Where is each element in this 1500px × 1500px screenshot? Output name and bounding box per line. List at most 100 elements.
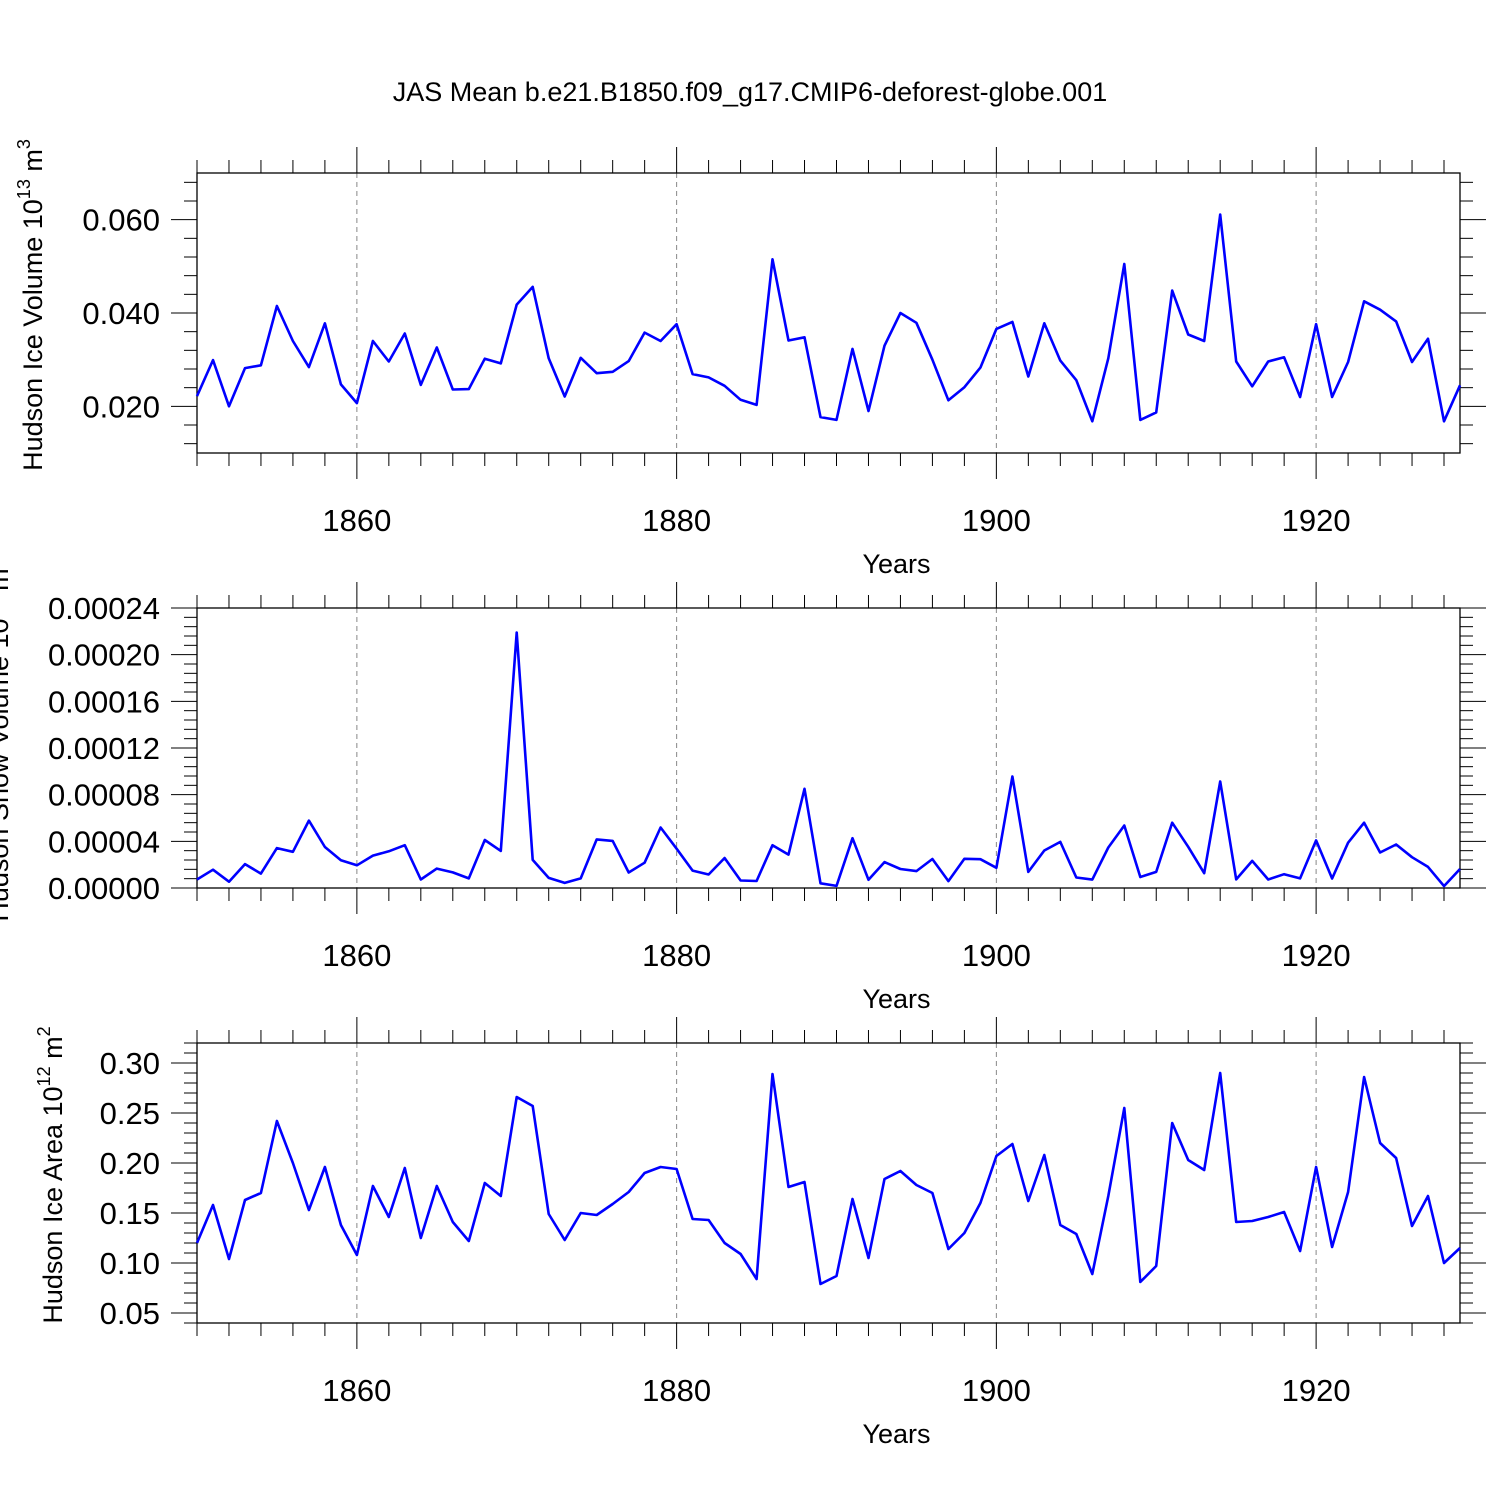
data-point bbox=[803, 1181, 805, 1183]
data-point bbox=[1379, 1142, 1381, 1144]
x-tick-label: 1860 bbox=[322, 1373, 391, 1408]
data-point bbox=[372, 1185, 374, 1187]
data-point bbox=[1219, 213, 1221, 215]
data-point bbox=[548, 357, 550, 359]
data-point bbox=[1091, 420, 1093, 422]
data-point bbox=[340, 859, 342, 861]
data-point bbox=[1043, 1154, 1045, 1156]
data-point bbox=[979, 858, 981, 860]
data-point bbox=[468, 1240, 470, 1242]
data-point bbox=[532, 859, 534, 861]
data-point bbox=[1251, 1220, 1253, 1222]
data-point bbox=[691, 869, 693, 871]
data-point bbox=[308, 366, 310, 368]
data-point bbox=[452, 1221, 454, 1223]
data-point bbox=[340, 383, 342, 385]
data-point bbox=[899, 312, 901, 314]
data-point bbox=[627, 1191, 629, 1193]
data-point bbox=[372, 854, 374, 856]
data-point bbox=[979, 366, 981, 368]
y-tick-label: 0.05 bbox=[100, 1296, 160, 1331]
data-point bbox=[851, 348, 853, 350]
x-axis-label: Years bbox=[862, 1419, 930, 1449]
data-point bbox=[1363, 821, 1365, 823]
data-point bbox=[356, 864, 358, 866]
data-point bbox=[1267, 360, 1269, 362]
data-point bbox=[1123, 1107, 1125, 1109]
y-axis-label-part: m bbox=[38, 1036, 68, 1066]
data-point bbox=[611, 371, 613, 373]
data-point bbox=[548, 1213, 550, 1215]
data-point bbox=[675, 847, 677, 849]
data-point bbox=[228, 881, 230, 883]
data-point bbox=[1187, 1159, 1189, 1161]
data-point bbox=[436, 346, 438, 348]
chart-title: JAS Mean b.e21.B1850.f09_g17.CMIP6-defor… bbox=[393, 77, 1107, 107]
data-point bbox=[947, 399, 949, 401]
x-tick-label: 1920 bbox=[1282, 938, 1351, 973]
data-point bbox=[356, 1254, 358, 1256]
data-point bbox=[1331, 1246, 1333, 1248]
x-tick-label: 1880 bbox=[642, 1373, 711, 1408]
data-point bbox=[851, 1198, 853, 1200]
series-line bbox=[195, 1071, 1461, 1286]
data-point bbox=[1187, 333, 1189, 335]
data-point bbox=[995, 867, 997, 869]
data-point bbox=[564, 882, 566, 884]
data-point bbox=[356, 402, 358, 404]
data-point bbox=[1171, 821, 1173, 823]
data-point bbox=[723, 1242, 725, 1244]
data-point bbox=[196, 878, 198, 880]
data-point bbox=[1315, 1166, 1317, 1168]
x-tick-label: 1900 bbox=[962, 1373, 1031, 1408]
data-point bbox=[564, 395, 566, 397]
data-point bbox=[324, 1166, 326, 1168]
data-point bbox=[516, 631, 518, 633]
data-point bbox=[1027, 1200, 1029, 1202]
data-point bbox=[1427, 337, 1429, 339]
data-point bbox=[611, 1203, 613, 1205]
data-point bbox=[1059, 359, 1061, 361]
data-point bbox=[691, 373, 693, 375]
data-point bbox=[771, 258, 773, 260]
data-point bbox=[1443, 420, 1445, 422]
data-point bbox=[292, 340, 294, 342]
data-point bbox=[787, 1186, 789, 1188]
data-point bbox=[1235, 1221, 1237, 1223]
data-point bbox=[579, 357, 581, 359]
data-point bbox=[1139, 1281, 1141, 1283]
data-point bbox=[260, 872, 262, 874]
data-point bbox=[1123, 263, 1125, 265]
y-tick-label: 0.00016 bbox=[48, 684, 160, 719]
data-point bbox=[244, 1199, 246, 1201]
data-point bbox=[883, 1178, 885, 1180]
data-point bbox=[340, 1224, 342, 1226]
y-axis-label-part: 12 bbox=[34, 1066, 54, 1086]
y-tick-label: 0.020 bbox=[82, 389, 160, 424]
data-point bbox=[803, 788, 805, 790]
y-tick-label: 0.040 bbox=[82, 296, 160, 331]
x-tick-label: 1880 bbox=[642, 938, 711, 973]
y-tick-label: 0.25 bbox=[100, 1096, 160, 1131]
data-point bbox=[1443, 885, 1445, 887]
data-point bbox=[899, 868, 901, 870]
data-point bbox=[1379, 851, 1381, 853]
data-point bbox=[1459, 384, 1461, 386]
data-point bbox=[324, 846, 326, 848]
data-point bbox=[771, 1073, 773, 1075]
data-point bbox=[739, 879, 741, 881]
data-point bbox=[404, 1167, 406, 1169]
data-point bbox=[564, 1239, 566, 1241]
y-axis-label-part: Hudson Ice Area 10 bbox=[38, 1086, 68, 1323]
data-point bbox=[484, 839, 486, 841]
x-tick-label: 1860 bbox=[322, 503, 391, 538]
data-point bbox=[1267, 878, 1269, 880]
data-point bbox=[1139, 876, 1141, 878]
data-point bbox=[276, 305, 278, 307]
data-point bbox=[1251, 860, 1253, 862]
data-point bbox=[1459, 868, 1461, 870]
data-point bbox=[1347, 842, 1349, 844]
panel-3: 0.05 0.10 0.15 0.20 0.25 0.30 1860 1880 1900 1920… bbox=[34, 1017, 1486, 1449]
data-point bbox=[1091, 878, 1093, 880]
x-tick-label: 1880 bbox=[642, 503, 711, 538]
